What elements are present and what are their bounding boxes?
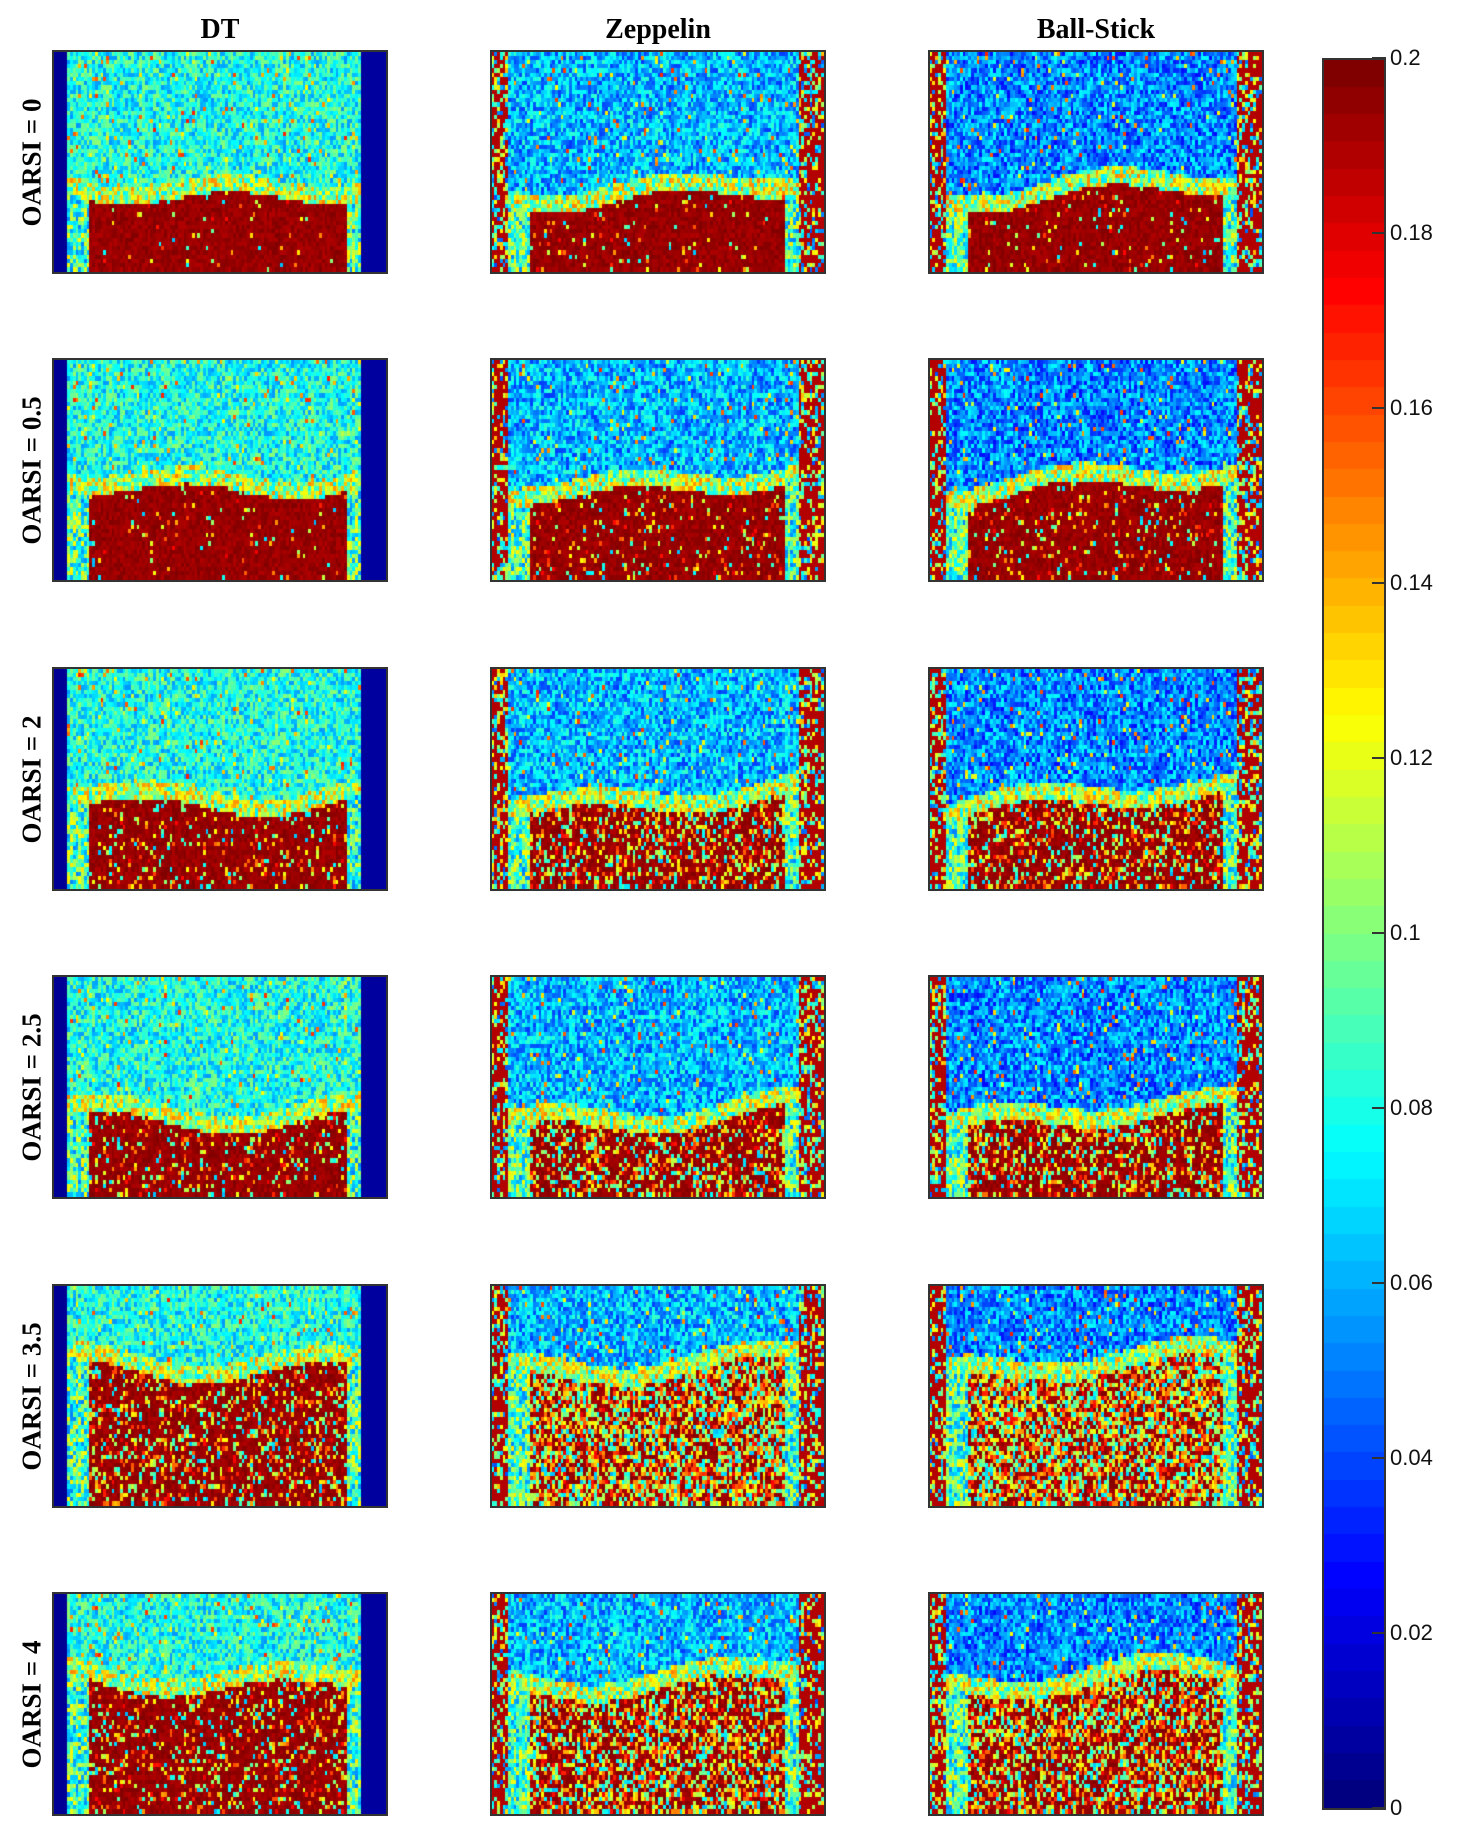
heatmap-panel-r3-c0 — [52, 975, 388, 1199]
heatmap-panel-r5-c0 — [52, 1592, 388, 1816]
colorbar-tick-label: 0.14 — [1390, 570, 1433, 595]
column-title-zeppelin: Zeppelin — [605, 14, 711, 45]
column-title-dt: DT — [200, 14, 240, 45]
colorbar-tick-label: 0.02 — [1390, 1620, 1433, 1645]
heatmap-panel-r5-c2 — [928, 1592, 1264, 1816]
colorbar-tick-label: 0.16 — [1390, 395, 1433, 420]
heatmap-panel-r0-c1 — [490, 50, 826, 274]
colorbar-tick-mark — [1372, 1107, 1386, 1109]
colorbar-tick-mark — [1372, 932, 1386, 934]
colorbar-tick-mark — [1372, 1807, 1386, 1809]
colorbar-tick-label: 0.2 — [1390, 45, 1421, 70]
heatmap-panel-r1-c1 — [490, 358, 826, 582]
colorbar-tick-label: 0.06 — [1390, 1270, 1433, 1295]
colorbar-tick-mark — [1372, 57, 1386, 59]
heatmap-panel-r2-c0 — [52, 667, 388, 891]
colorbar-tick-label: 0 — [1390, 1795, 1403, 1820]
heatmap-panel-r3-c2 — [928, 975, 1264, 1199]
colorbar — [1322, 58, 1386, 1810]
colorbar-tick-mark — [1372, 757, 1386, 759]
heatmap-panel-r3-c1 — [490, 975, 826, 1199]
colorbar-tick-label: 0.08 — [1390, 1095, 1433, 1120]
colorbar-tick-label: 0.12 — [1390, 745, 1433, 770]
heatmap-panel-r1-c2 — [928, 358, 1264, 582]
heatmap-panel-r1-c0 — [52, 358, 388, 582]
heatmap-panel-r4-c0 — [52, 1284, 388, 1508]
heatmap-panel-r4-c1 — [490, 1284, 826, 1508]
colorbar-tick-mark — [1372, 232, 1386, 234]
heatmap-panel-r0-c0 — [52, 50, 388, 274]
heatmap-panel-r4-c2 — [928, 1284, 1264, 1508]
colorbar-tick-mark — [1372, 1457, 1386, 1459]
colorbar-tick-mark — [1372, 1282, 1386, 1284]
heatmap-panel-r5-c1 — [490, 1592, 826, 1816]
colorbar-tick-label: 0.1 — [1390, 920, 1421, 945]
column-title-ball-stick: Ball-Stick — [1036, 14, 1156, 45]
colorbar-tick-mark — [1372, 407, 1386, 409]
heatmap-panel-r2-c2 — [928, 667, 1264, 891]
colorbar-tick-label: 0.04 — [1390, 1445, 1433, 1470]
heatmap-panel-r2-c1 — [490, 667, 826, 891]
colorbar-tick-mark — [1372, 1632, 1386, 1634]
colorbar-tick-label: 0.18 — [1390, 220, 1433, 245]
colorbar-tick-mark — [1372, 582, 1386, 584]
heatmap-panel-r0-c2 — [928, 50, 1264, 274]
